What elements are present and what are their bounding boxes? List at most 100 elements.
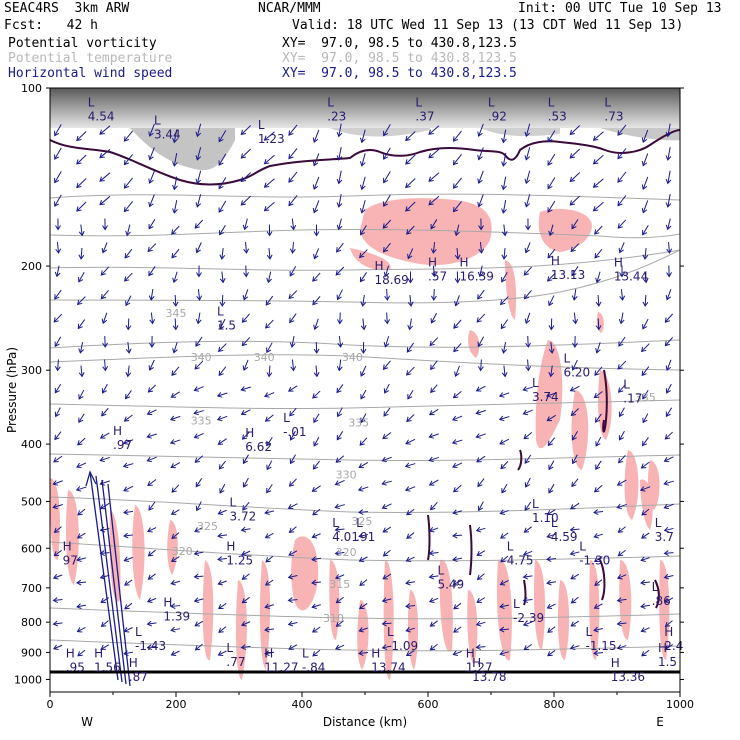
extremum-value: .91 xyxy=(356,530,375,544)
wind-arrow xyxy=(289,430,296,441)
extremum-type: L xyxy=(623,378,630,392)
wind-arrow xyxy=(358,626,368,633)
wind-vectors xyxy=(52,123,674,657)
wind-arrow xyxy=(406,414,415,423)
wind-arrow xyxy=(524,477,531,488)
theta-label: 335 xyxy=(348,417,369,430)
wind-arrow xyxy=(75,486,87,492)
wind-arrow xyxy=(148,194,155,208)
extremum-type: L xyxy=(226,641,233,655)
wind-arrow xyxy=(477,289,485,300)
wind-arrow xyxy=(523,289,532,300)
extremum-value: 4.01 xyxy=(332,530,359,544)
wind-arrow xyxy=(263,131,275,141)
wind-arrow xyxy=(477,501,484,512)
extremum-type: L xyxy=(604,95,611,109)
wind-arrow xyxy=(52,644,63,650)
wind-arrow xyxy=(428,456,439,463)
wind-arrow xyxy=(336,407,343,418)
wind-arrow xyxy=(428,479,439,486)
wind-arrow xyxy=(501,271,508,283)
wind-arrow xyxy=(616,644,627,651)
wind-arrow xyxy=(404,462,416,469)
wind-arrow xyxy=(476,597,486,603)
wind-arrow xyxy=(147,384,156,393)
wind-arrow xyxy=(359,129,366,144)
wind-arrow xyxy=(77,649,86,657)
wind-arrow xyxy=(240,195,252,206)
wind-arrow xyxy=(336,289,343,301)
x-tick-label: 1000 xyxy=(666,698,694,711)
wind-arrow xyxy=(617,148,627,160)
wind-arrow xyxy=(407,318,414,331)
wind-arrow xyxy=(525,359,532,372)
extremum-value: -1.43 xyxy=(135,639,166,653)
extremum-type: L xyxy=(230,495,237,509)
wind-arrow xyxy=(170,509,180,515)
theta-labels: 345 340 340 340 335 335 335 330 325 325 320 320 315 3… xyxy=(166,307,656,625)
wind-arrow xyxy=(641,437,649,447)
extremum-value: 16.39 xyxy=(460,269,494,283)
wind-arrow xyxy=(334,526,345,533)
wind-arrow xyxy=(313,248,320,260)
wind-arrow xyxy=(195,336,203,347)
wind-arrow xyxy=(383,171,391,184)
wind-arrow xyxy=(288,526,297,533)
extremum-value: 13.13 xyxy=(551,268,585,282)
wind-arrow xyxy=(571,266,579,277)
wind-arrow xyxy=(55,241,62,254)
extremum-type: H xyxy=(264,647,273,661)
wind-arrow xyxy=(101,383,108,394)
wind-arrow xyxy=(454,224,460,237)
wind-arrow xyxy=(289,241,296,254)
wind-arrow xyxy=(501,176,507,191)
wind-arrow xyxy=(195,312,202,325)
wind-arrow xyxy=(383,383,390,394)
wind-arrow xyxy=(218,130,227,143)
wind-arrow xyxy=(501,200,507,214)
wind-arrow xyxy=(360,318,367,331)
theta-contours xyxy=(50,193,680,652)
wind-arrow xyxy=(99,573,110,580)
wind-arrow xyxy=(359,153,366,167)
wind-arrow xyxy=(452,509,462,516)
extremum-value: 1.10 xyxy=(532,511,559,525)
wind-arrow xyxy=(266,271,272,284)
wind-arrow xyxy=(428,433,439,439)
wind-arrow xyxy=(381,644,392,651)
wind-arrow xyxy=(193,409,204,416)
wind-arrow xyxy=(147,479,157,487)
wind-arrow xyxy=(147,549,156,557)
wind-arrow xyxy=(430,501,438,511)
wind-arrow xyxy=(663,456,674,463)
wind-arrow xyxy=(122,439,134,445)
extremum-type: L xyxy=(513,597,520,611)
wind-arrow xyxy=(572,312,579,325)
wind-arrow xyxy=(124,579,133,586)
wind-arrow xyxy=(524,501,532,511)
wind-arrow xyxy=(358,650,369,656)
extremum-value: .17 xyxy=(623,392,642,406)
wind-arrow xyxy=(123,556,133,563)
wind-arrow xyxy=(592,154,604,165)
theta-label: 335 xyxy=(191,415,212,428)
extremum-type: H xyxy=(614,255,623,269)
wind-arrow xyxy=(170,391,180,398)
extremum-type: H xyxy=(374,259,383,273)
wind-arrow xyxy=(382,573,392,580)
wind-arrow xyxy=(499,438,510,445)
wind-arrow xyxy=(663,573,674,580)
wind-arrow xyxy=(124,248,133,259)
wind-arrow xyxy=(548,460,555,471)
field-name-pv: Potential vorticity xyxy=(8,36,157,51)
institution: NCAR/MMM xyxy=(258,1,321,16)
wind-arrow xyxy=(522,550,533,556)
wind-arrow xyxy=(498,392,510,398)
wind-arrow xyxy=(266,247,273,260)
wind-arrow xyxy=(123,201,133,213)
extremum-type: L xyxy=(532,376,539,390)
wind-arrow xyxy=(102,335,108,348)
extremum-value: .73 xyxy=(604,109,623,123)
wind-arrow xyxy=(359,603,368,610)
